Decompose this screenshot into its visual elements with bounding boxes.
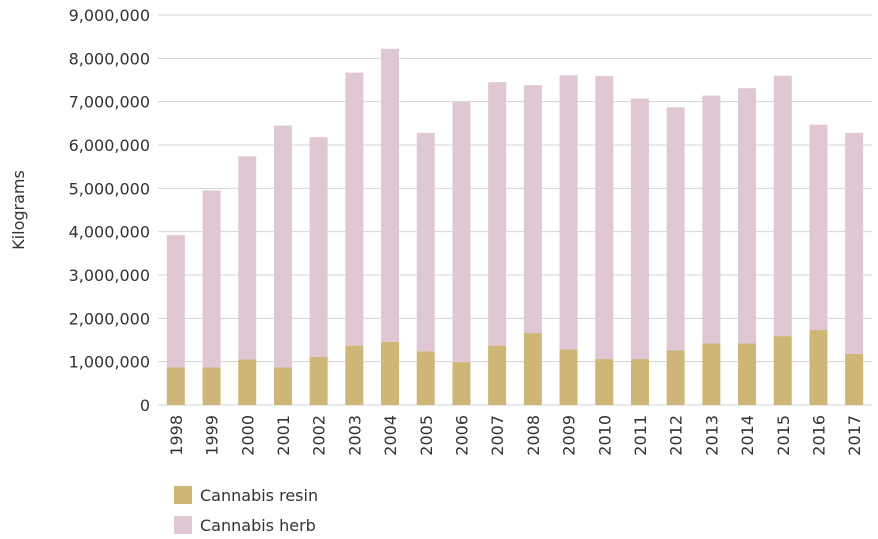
x-tick-label: 2016 (809, 415, 828, 456)
x-tick-label: 2003 (345, 415, 364, 456)
y-tick-label: 2,000,000 (69, 309, 150, 328)
y-tick-label: 8,000,000 (69, 49, 150, 68)
y-tick-label: 4,000,000 (69, 223, 150, 242)
x-tick-label: 2004 (381, 415, 400, 456)
y-axis-ticks: 0 1,000,000 2,000,000 3,000,000 4,000,000 5,0… (69, 6, 150, 415)
bar-cannabis-resin (166, 367, 185, 405)
bars (166, 48, 864, 405)
bar-cannabis-herb (630, 98, 649, 360)
y-tick-label: 0 (140, 396, 150, 415)
bar-cannabis-herb (702, 95, 721, 344)
legend: Cannabis resin Cannabis herb (174, 486, 318, 535)
x-tick-label: 2014 (738, 415, 757, 456)
bar-cannabis-resin (702, 343, 721, 405)
x-tick-label: 2017 (845, 415, 864, 456)
bar-cannabis-herb (809, 124, 828, 331)
x-axis-ticks: 1998 1999 2000 2001 2002 2003 2004 2005 2006 2007… (167, 415, 864, 456)
bar-cannabis-herb (273, 125, 292, 368)
bar-cannabis-resin (523, 333, 542, 405)
x-tick-label: 2012 (667, 415, 686, 456)
y-tick-label: 3,000,000 (69, 266, 150, 285)
bar-cannabis-herb (309, 137, 328, 357)
y-tick-label: 5,000,000 (69, 179, 150, 198)
bar-cannabis-resin (202, 367, 221, 405)
y-tick-label: 6,000,000 (69, 136, 150, 155)
bar-cannabis-herb (559, 75, 578, 350)
bar-cannabis-resin (809, 330, 828, 405)
bar-cannabis-herb (381, 48, 400, 342)
x-tick-label: 2015 (774, 415, 793, 456)
x-tick-label: 2002 (310, 415, 329, 456)
y-tick-label: 1,000,000 (69, 353, 150, 372)
bar-cannabis-herb (345, 72, 364, 346)
x-tick-label: 2008 (524, 415, 543, 456)
x-tick-label: 2006 (452, 415, 471, 456)
bar-cannabis-herb (166, 235, 185, 368)
bar-cannabis-resin (452, 362, 471, 405)
x-tick-label: 2009 (560, 415, 579, 456)
bar-cannabis-resin (666, 350, 685, 405)
legend-swatch (174, 486, 192, 504)
bar-cannabis-herb (488, 82, 507, 346)
bar-cannabis-herb (845, 132, 864, 354)
y-axis-title: Kilograms (9, 170, 28, 250)
bar-cannabis-resin (845, 353, 864, 405)
bar-cannabis-resin (238, 359, 257, 405)
legend-swatch (174, 516, 192, 534)
x-tick-label: 2001 (274, 415, 293, 456)
x-tick-label: 2007 (488, 415, 507, 456)
bar-cannabis-resin (345, 345, 364, 405)
x-tick-label: 2010 (595, 415, 614, 456)
bar-cannabis-herb (738, 88, 757, 344)
bar-cannabis-herb (595, 76, 614, 360)
bar-cannabis-resin (381, 341, 400, 405)
bar-cannabis-resin (595, 359, 614, 405)
bar-cannabis-resin (738, 343, 757, 405)
x-tick-label: 2013 (702, 415, 721, 456)
x-tick-label: 2005 (417, 415, 436, 456)
x-tick-label: 2011 (631, 415, 650, 456)
bar-cannabis-resin (773, 336, 792, 405)
bar-cannabis-resin (273, 367, 292, 405)
bar-cannabis-resin (309, 356, 328, 405)
x-tick-label: 1999 (203, 415, 222, 456)
bar-cannabis-herb (666, 107, 685, 351)
y-tick-label: 9,000,000 (69, 6, 150, 25)
bar-cannabis-herb (238, 156, 257, 360)
y-tick-label: 7,000,000 (69, 93, 150, 112)
bar-cannabis-herb (416, 132, 435, 352)
bar-cannabis-resin (416, 351, 435, 405)
bar-cannabis-resin (630, 359, 649, 405)
bar-cannabis-resin (488, 345, 507, 405)
bar-cannabis-herb (773, 75, 792, 337)
x-tick-label: 2000 (238, 415, 257, 456)
bar-cannabis-herb (523, 85, 542, 334)
gridlines (158, 14, 872, 406)
legend-label: Cannabis resin (200, 486, 318, 505)
bar-cannabis-herb (452, 102, 471, 363)
bar-cannabis-herb (202, 190, 221, 368)
x-tick-label: 1998 (167, 415, 186, 456)
legend-label: Cannabis herb (200, 516, 316, 535)
bar-cannabis-resin (559, 349, 578, 405)
